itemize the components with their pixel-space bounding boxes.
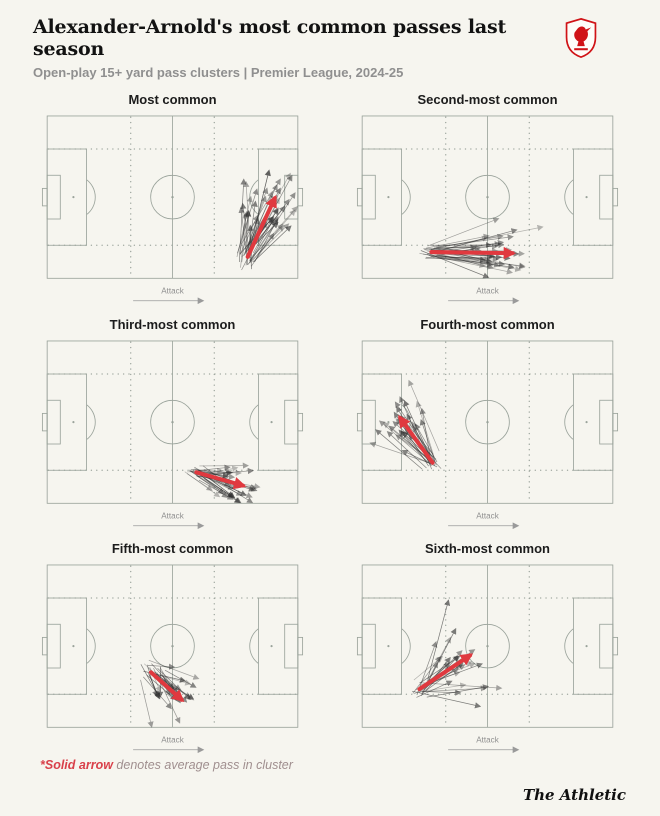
average-pass-arrow <box>194 469 247 489</box>
pitch-panel-4: Fourth-most common Attack <box>355 317 620 530</box>
attack-label: Attack <box>476 287 499 296</box>
footnote: *Solid arrow denotes average pass in clu… <box>40 758 620 772</box>
average-pass-arrow <box>245 194 277 259</box>
pitch-panel-6: Sixth-most common Attack <box>355 541 620 754</box>
liverpool-crest-icon <box>564 16 598 60</box>
pitch-panel-label: Fourth-most common <box>420 316 555 332</box>
attack-label: Attack <box>161 736 184 745</box>
attack-label: Attack <box>161 287 184 296</box>
pitch-panel-label: Fifth-most common <box>111 541 234 557</box>
pitch-panel-label: Third-most common <box>109 316 236 332</box>
pitch-panel-label: Sixth-most common <box>425 541 550 557</box>
brand-logo: The Athletic <box>522 785 626 804</box>
page-title: Alexander-Arnold's most common passes la… <box>33 16 507 60</box>
attack-label: Attack <box>476 511 499 520</box>
page-subtitle: Open-play 15+ yard pass clusters | Premi… <box>33 65 404 80</box>
average-pass-arrow <box>398 414 435 465</box>
pitch-panel-label: Second-most common <box>417 92 558 107</box>
footnote-text: denotes average pass in cluster <box>112 757 293 772</box>
header: Alexander-Arnold's most common passes la… <box>33 14 620 92</box>
pitch-panel-3: Third-most common Attack <box>40 317 305 530</box>
footer: *Solid arrow denotes average pass in clu… <box>40 758 626 804</box>
pitch-panel-1: Most common Attack <box>40 92 305 305</box>
pass-cluster-pitch: Attack <box>356 115 619 305</box>
attack-label: Attack <box>476 736 499 745</box>
pass-cluster-pitch: Attack <box>41 115 304 305</box>
pass-cluster-pitch: Attack <box>41 340 304 529</box>
average-pass-arrow <box>148 670 185 703</box>
footnote-highlight: *Solid arrow <box>40 757 113 772</box>
pass-cluster-pitch: Attack <box>356 340 619 529</box>
pass-cluster-pitch: Attack <box>356 564 619 754</box>
pitch-grid: Most common Attack Second-most common Attac… <box>40 92 620 754</box>
pitch-panel-label: Most common <box>128 92 217 107</box>
average-pass-arrow <box>429 246 517 260</box>
pitch-panel-5: Fifth-most common Attack <box>40 541 305 754</box>
pitch-panel-2: Second-most common Attack <box>355 92 620 305</box>
header-text: Alexander-Arnold's most common passes la… <box>33 14 564 92</box>
attack-label: Attack <box>161 511 184 520</box>
average-pass-arrow <box>417 653 474 692</box>
pass-cluster-pitch: Attack <box>41 564 304 754</box>
